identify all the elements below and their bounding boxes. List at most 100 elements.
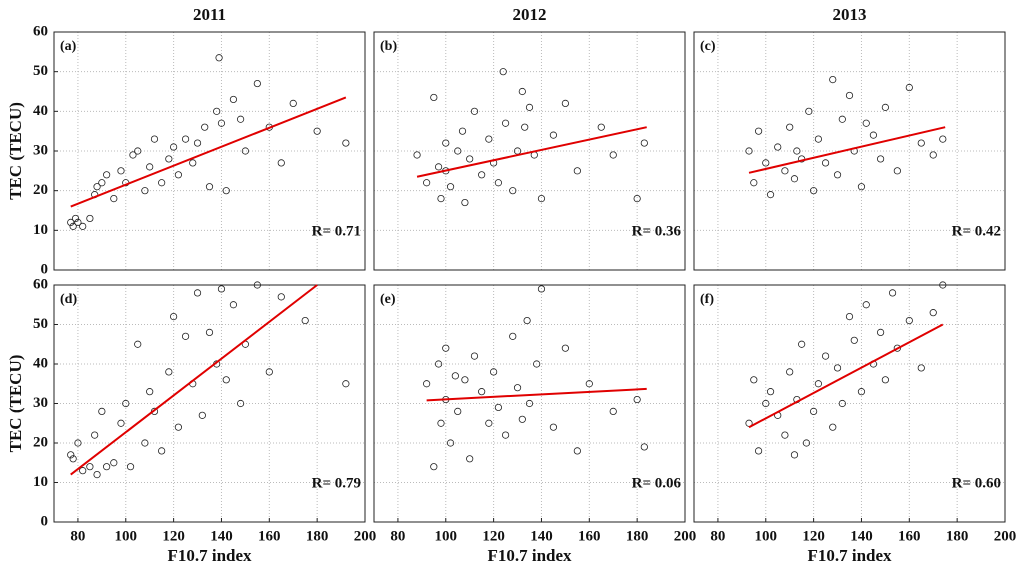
scatter-point	[289, 99, 297, 108]
scatter-point	[850, 336, 858, 344]
x-tick-label: 200	[994, 528, 1017, 544]
scatter-point	[146, 388, 154, 396]
scatter-point	[222, 376, 230, 384]
scatter-point	[170, 143, 178, 151]
scatter-point	[521, 123, 529, 131]
x-tick-label: 200	[674, 528, 697, 544]
scatter-point	[929, 151, 937, 159]
scatter-point	[754, 447, 763, 455]
scatter-point	[454, 407, 462, 415]
scatter-point	[69, 455, 77, 463]
x-axis-label: F10.7 index	[167, 546, 252, 565]
scatter-point	[93, 183, 101, 191]
scatter-point	[201, 123, 209, 131]
scatter-point	[67, 451, 75, 459]
scatter-point	[253, 79, 261, 88]
scatter-point	[215, 54, 223, 62]
scatter-point	[597, 123, 605, 131]
scatter-point	[466, 455, 474, 463]
axes-frame	[373, 31, 686, 271]
scatter-point	[573, 167, 581, 175]
x-tick-label: 100	[435, 528, 458, 544]
scatter-point	[117, 167, 125, 175]
scatter-point	[470, 352, 479, 360]
scatter-point	[814, 380, 823, 388]
r-annotation: R= 0.36	[632, 223, 682, 239]
scatter-point	[229, 95, 238, 104]
scatter-point	[754, 127, 763, 135]
scatter-point	[518, 87, 526, 96]
scatter-point	[313, 127, 321, 135]
scatter-point	[430, 463, 438, 471]
scatter-point	[640, 139, 648, 147]
scatter-point	[939, 135, 947, 143]
scatter-point	[129, 151, 137, 159]
fit-line	[748, 323, 944, 429]
scatter-point	[217, 285, 226, 293]
scatter-point	[862, 301, 870, 309]
x-tick-label: 120	[802, 528, 825, 544]
scatter-point	[237, 399, 245, 408]
scatter-point	[494, 403, 502, 412]
scatter-point	[98, 407, 106, 415]
x-axis-label: F10.7 index	[807, 546, 892, 565]
scatter-point	[434, 163, 443, 171]
scatter-point	[790, 175, 799, 183]
scatter-point	[241, 147, 249, 155]
scatter-point	[451, 372, 459, 380]
scatter-point	[470, 107, 479, 115]
r-annotation: R= 0.71	[312, 223, 361, 239]
scatter-point	[165, 155, 173, 163]
scatter-point	[93, 470, 101, 479]
y-tick-label: 30	[33, 395, 48, 411]
panel-label: (b)	[380, 39, 397, 54]
scatter-point	[781, 167, 789, 175]
scatter-point	[549, 131, 558, 139]
x-tick-label: 180	[946, 528, 969, 544]
y-tick-label: 50	[33, 63, 48, 79]
scatter-point	[193, 289, 202, 297]
scatter-point	[134, 340, 142, 348]
fit-line	[70, 96, 347, 208]
scatter-point	[458, 127, 467, 135]
scatter-point	[905, 83, 913, 92]
scatter-point	[141, 439, 149, 447]
scatter-point	[434, 360, 443, 368]
x-tick-label: 140	[210, 528, 233, 544]
scatter-point	[537, 285, 546, 293]
scatter-point	[905, 316, 913, 325]
y-tick-label: 20	[33, 434, 48, 450]
scatter-point	[525, 399, 534, 408]
fit-line	[426, 387, 647, 402]
scatter-point	[442, 344, 450, 352]
scatter-point	[122, 399, 130, 408]
scatter-point	[869, 131, 878, 139]
scatter-point	[821, 159, 830, 167]
axes-frame	[373, 284, 686, 523]
scatter-point	[518, 415, 526, 423]
x-tick-label: 180	[626, 528, 649, 544]
scatter-point	[342, 139, 350, 147]
scatter-point	[876, 155, 885, 163]
scatter-point	[189, 159, 197, 167]
scatter-point	[798, 340, 806, 348]
scatter-point	[71, 214, 80, 223]
scatter-point	[857, 388, 866, 396]
scatter-point	[253, 281, 261, 289]
scatter-point	[786, 368, 794, 376]
y-tick-label: 0	[41, 513, 49, 529]
scatter-point	[829, 423, 837, 431]
scatter-point	[917, 139, 925, 147]
scatter-point	[229, 301, 238, 309]
scatter-point	[277, 159, 285, 167]
scatter-point	[485, 419, 493, 427]
scatter-point	[640, 443, 648, 451]
scatter-point	[86, 214, 94, 223]
y-tick-label: 30	[33, 142, 48, 158]
scatter-point	[301, 316, 309, 325]
scatter-point	[181, 332, 190, 340]
x-axis-label: F10.7 index	[487, 546, 572, 565]
panel-label: (c)	[700, 39, 716, 54]
scatter-point	[446, 183, 455, 191]
y-axis-label: TEC (TECU)	[6, 102, 25, 200]
